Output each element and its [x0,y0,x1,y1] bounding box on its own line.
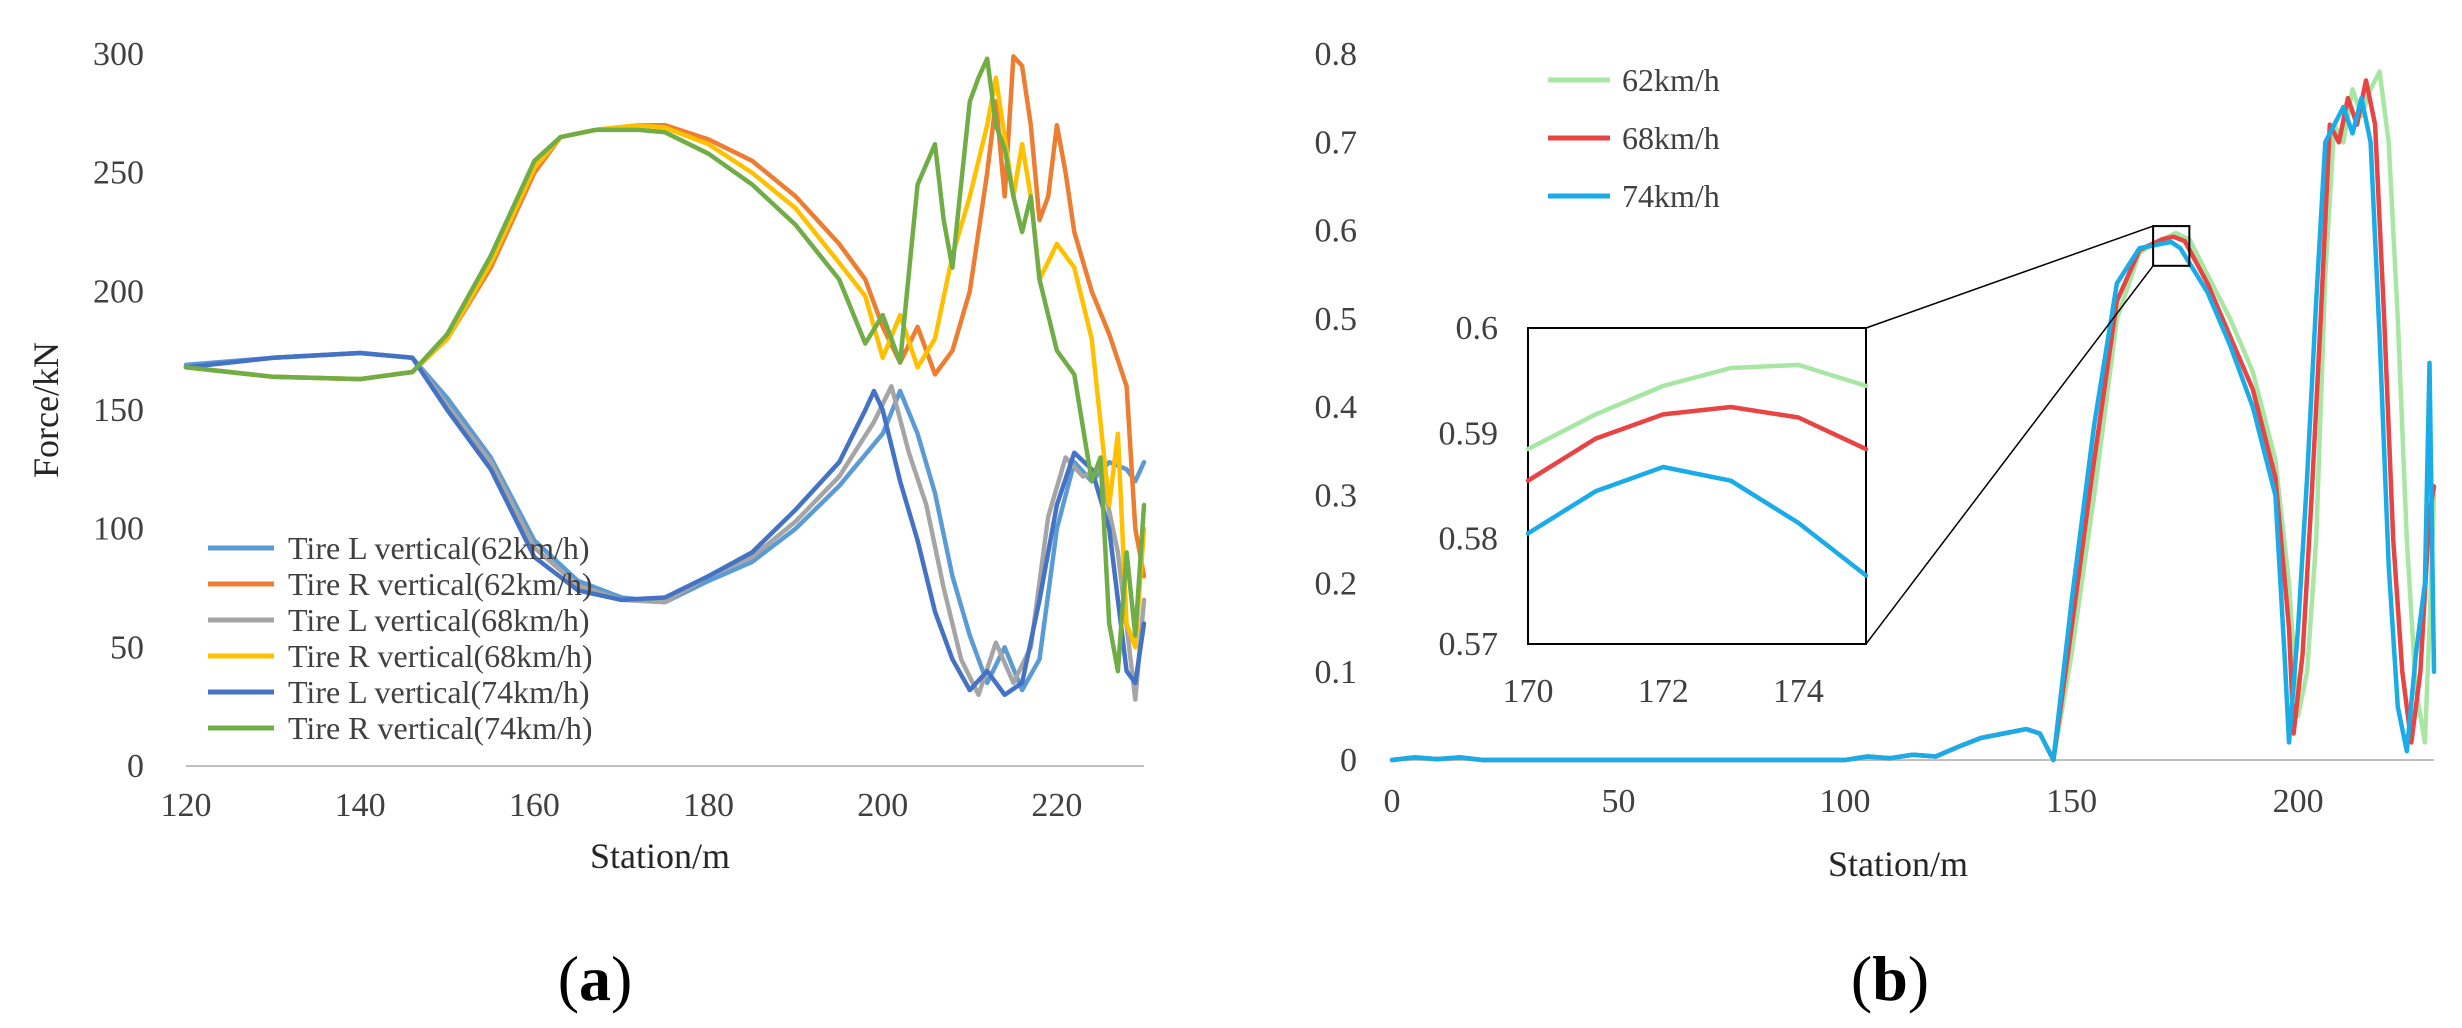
x-tick-label-2: 160 [509,787,560,824]
panel-label-a: (a) [558,943,633,1014]
x-tick-label-4: 200 [857,787,908,824]
y-axis-title: Force/kN [26,342,66,478]
panel-label-b: (b) [1851,943,1929,1014]
y-tick-label-2: 100 [93,511,144,548]
inset-series-line-0 [1525,362,1869,452]
y-tick-label-5: 250 [93,155,144,192]
y-tick-label-6: 0.6 [1315,213,1358,250]
inset-y-tick-label-3: 0.6 [1456,310,1499,347]
inset-y-tick-label-1: 0.58 [1439,521,1499,558]
legend-label-4: Tire L vertical(74km/h) [288,674,590,710]
y-tick-label-2: 0.2 [1315,566,1358,603]
x-tick-label-0: 0 [1384,783,1401,820]
legend-label-2: Tire L vertical(68km/h) [288,602,590,638]
series-line-0 [183,350,1147,693]
y-tick-label-5: 0.5 [1315,301,1358,338]
series-line-2 [183,350,1147,702]
inset-series-line-1 [1525,404,1869,483]
y-tick-label-4: 200 [93,273,144,310]
y-tick-label-3: 0.3 [1315,477,1358,514]
inset-connector-bottom [1865,265,2154,645]
legend-label-0: 62km/h [1622,62,1720,98]
legend-label-0: Tire L vertical(62km/h) [288,530,590,566]
panel-label-b-letter: b [1872,943,1908,1014]
x-tick-label-4: 200 [2273,783,2324,820]
y-tick-label-6: 300 [93,36,144,73]
y-tick-label-0: 0 [1340,742,1357,779]
legend-label-1: Tire R vertical(62km/h) [288,566,593,602]
y-tick-label-3: 150 [93,392,144,429]
legend-label-5: Tire R vertical(74km/h) [288,710,593,746]
panel-label-b-close-paren: ) [1908,943,1929,1014]
x-tick-label-3: 150 [2046,783,2097,820]
x-tick-label-1: 50 [1602,783,1636,820]
zoom-region-box [2152,225,2191,267]
y-tick-label-4: 0.4 [1315,389,1358,426]
legend-label-2: 74km/h [1622,178,1720,214]
inset-y-tick-label-0: 0.57 [1439,626,1499,663]
x-tick-label-2: 100 [1820,783,1871,820]
series-line-4 [183,350,1147,698]
y-tick-label-1: 0.1 [1315,654,1358,691]
inset-x-tick-label-1: 172 [1638,673,1689,710]
inset-series-line-2 [1525,464,1869,578]
inset-connector-top [1865,225,2154,329]
series-line-2 [1389,95,2437,763]
inset-x-tick-label-2: 174 [1773,673,1824,710]
x-tick-label-1: 140 [335,787,386,824]
series-line-5 [183,56,1147,674]
x-tick-label-3: 180 [683,787,734,824]
series-line-3 [183,75,1147,650]
x-tick-label-0: 120 [161,787,212,824]
x-tick-label-5: 220 [1031,787,1082,824]
x-axis-title: Station/m [1828,844,1968,884]
inset-x-tick-label-0: 170 [1503,673,1554,710]
y-tick-label-7: 0.7 [1315,124,1358,161]
legend-label-3: Tire R vertical(68km/h) [288,638,593,674]
panel-label-a-letter: a [579,943,611,1014]
chart-a: 120 140 160 180 200 220 0 50 100 150 200 250 300 Stat… [26,36,1147,876]
chart-b: 0 50 100 150 200 0 0.1 0.2 0.3 0.4 0.5 0.6 0.7 0.8 Sta… [1315,36,2437,884]
inset-frame [1527,327,1867,645]
y-tick-label-0: 0 [127,748,144,785]
inset-y-tick-label-2: 0.59 [1439,415,1499,452]
panel-label-b-open-paren: ( [1851,943,1872,1014]
y-tick-label-8: 0.8 [1315,36,1358,73]
x-axis-title: Station/m [590,836,730,876]
y-tick-label-1: 50 [110,629,144,666]
panel-label-a-open-paren: ( [558,943,579,1014]
legend-label-1: 68km/h [1622,120,1720,156]
panel-label-a-close-paren: ) [611,943,632,1014]
